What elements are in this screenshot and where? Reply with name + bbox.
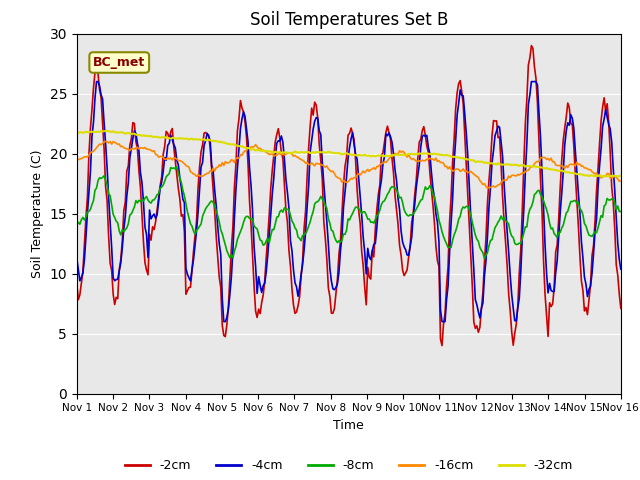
-2cm <box>617 305 625 311</box>
-8cm <box>255 232 262 238</box>
-32cm <box>617 173 625 179</box>
-2cm <box>140 239 147 245</box>
-32cm <box>102 128 109 134</box>
-4cm <box>238 116 246 122</box>
-8cm <box>140 198 147 204</box>
-32cm <box>141 133 149 139</box>
-16cm <box>73 156 81 162</box>
-2cm <box>527 43 535 48</box>
-32cm <box>237 143 244 149</box>
-2cm <box>589 242 597 248</box>
Line: -16cm: -16cm <box>77 142 621 188</box>
Line: -32cm: -32cm <box>77 131 621 177</box>
-4cm <box>93 79 100 84</box>
-4cm <box>314 115 321 121</box>
-16cm <box>484 185 492 191</box>
-16cm <box>617 178 625 184</box>
-2cm <box>311 99 319 105</box>
Line: -8cm: -8cm <box>77 167 621 258</box>
-16cm <box>312 160 320 166</box>
Y-axis label: Soil Temperature (C): Soil Temperature (C) <box>31 149 44 278</box>
-8cm <box>264 236 271 241</box>
-8cm <box>481 255 488 261</box>
-8cm <box>73 222 81 228</box>
-4cm <box>256 282 264 288</box>
-32cm <box>255 147 262 153</box>
Legend: -2cm, -4cm, -8cm, -16cm, -32cm: -2cm, -4cm, -8cm, -16cm, -32cm <box>120 455 578 477</box>
Line: -2cm: -2cm <box>77 46 621 346</box>
-32cm <box>588 173 596 179</box>
-16cm <box>100 139 108 144</box>
-4cm <box>617 266 625 272</box>
-8cm <box>173 164 180 169</box>
-16cm <box>264 150 271 156</box>
-32cm <box>264 148 271 154</box>
-8cm <box>237 229 244 235</box>
-8cm <box>312 199 320 205</box>
X-axis label: Time: Time <box>333 419 364 432</box>
-4cm <box>589 251 597 257</box>
-4cm <box>141 224 149 230</box>
-2cm <box>438 343 446 348</box>
-16cm <box>141 144 149 150</box>
-2cm <box>262 255 270 261</box>
-8cm <box>617 208 625 214</box>
-2cm <box>73 281 81 287</box>
-32cm <box>73 131 81 136</box>
-16cm <box>237 152 244 157</box>
-32cm <box>599 174 607 180</box>
-4cm <box>73 255 81 261</box>
-4cm <box>266 232 273 238</box>
Text: BC_met: BC_met <box>93 56 145 69</box>
-8cm <box>589 231 597 237</box>
-4cm <box>220 319 228 324</box>
Line: -4cm: -4cm <box>77 82 621 322</box>
-2cm <box>235 116 243 122</box>
-32cm <box>312 149 320 155</box>
Title: Soil Temperatures Set B: Soil Temperatures Set B <box>250 11 448 29</box>
-2cm <box>253 314 261 320</box>
-16cm <box>255 145 262 151</box>
-16cm <box>589 170 597 176</box>
